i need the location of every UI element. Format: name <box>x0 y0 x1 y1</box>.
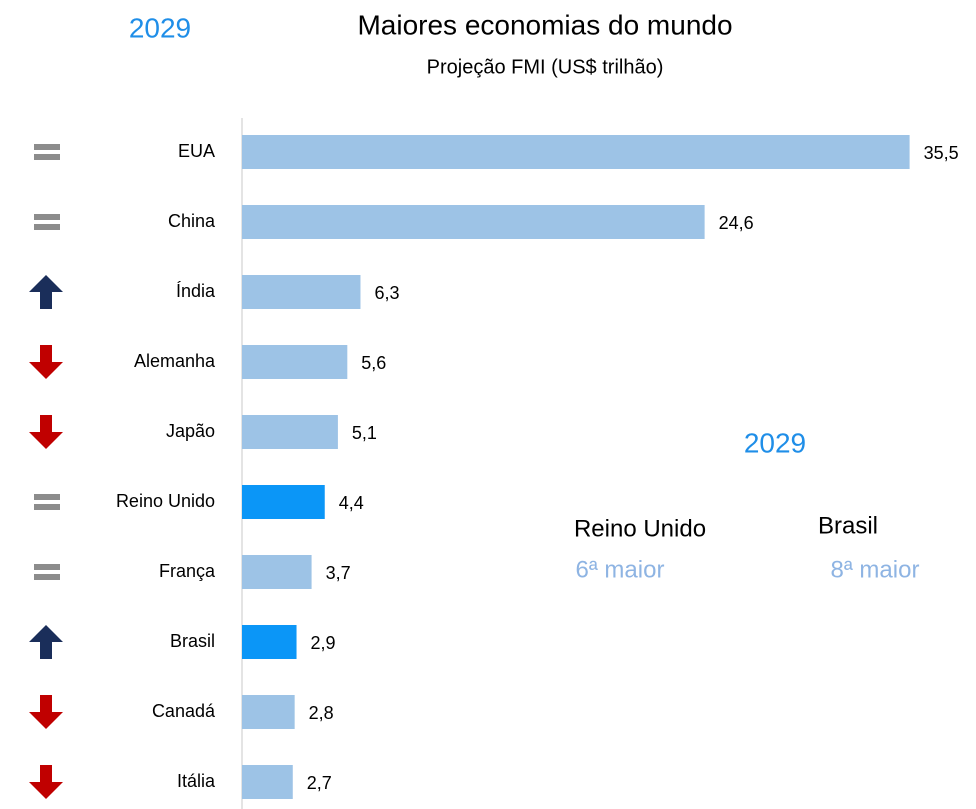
trend-up <box>29 275 63 309</box>
bar <box>242 765 293 799</box>
bar <box>242 345 348 379</box>
value-label: 3,7 <box>326 563 351 583</box>
trend-same <box>34 144 60 150</box>
bar <box>242 205 705 239</box>
trend-down <box>29 345 63 379</box>
trend-same <box>34 224 60 230</box>
category-label: Reino Unido <box>116 491 215 511</box>
value-label: 2,7 <box>307 773 332 793</box>
trend-same <box>34 214 60 220</box>
bar <box>242 275 361 309</box>
annotation: 8ª maior <box>831 556 920 583</box>
annotation: 2029 <box>744 427 806 458</box>
bar <box>242 695 295 729</box>
category-label: Índia <box>176 281 216 301</box>
bar <box>242 555 312 589</box>
annotation: Reino Unido <box>574 515 706 542</box>
value-label: 24,6 <box>719 213 754 233</box>
trend-down <box>29 695 63 729</box>
trend-same <box>34 494 60 500</box>
category-label: Alemanha <box>134 351 216 371</box>
trend-same <box>34 154 60 160</box>
trend-same <box>34 574 60 580</box>
trend-down <box>29 765 63 799</box>
category-label: Japão <box>166 421 215 441</box>
trend-same <box>34 564 60 570</box>
value-label: 6,3 <box>374 283 399 303</box>
chart-title: Maiores economias do mundo <box>357 9 732 40</box>
trend-down <box>29 415 63 449</box>
category-label: China <box>168 211 216 231</box>
category-label: Canadá <box>152 701 216 721</box>
value-label: 2,8 <box>309 703 334 723</box>
category-label: Brasil <box>170 631 215 651</box>
category-label: França <box>159 561 216 581</box>
year-label: 2029 <box>129 12 191 43</box>
value-label: 5,6 <box>361 353 386 373</box>
bar <box>242 485 325 519</box>
trend-up <box>29 625 63 659</box>
annotation: Brasil <box>818 512 878 539</box>
category-label: Itália <box>177 771 216 791</box>
value-label: 35,5 <box>924 143 959 163</box>
value-label: 4,4 <box>339 493 364 513</box>
chart-subtitle: Projeção FMI (US$ trilhão) <box>427 56 664 78</box>
value-label: 5,1 <box>352 423 377 443</box>
bar <box>242 135 910 169</box>
trend-same <box>34 504 60 510</box>
bar <box>242 625 297 659</box>
category-label: EUA <box>178 141 215 161</box>
value-label: 2,9 <box>311 633 336 653</box>
annotation: 6ª maior <box>576 556 665 583</box>
bar <box>242 415 338 449</box>
